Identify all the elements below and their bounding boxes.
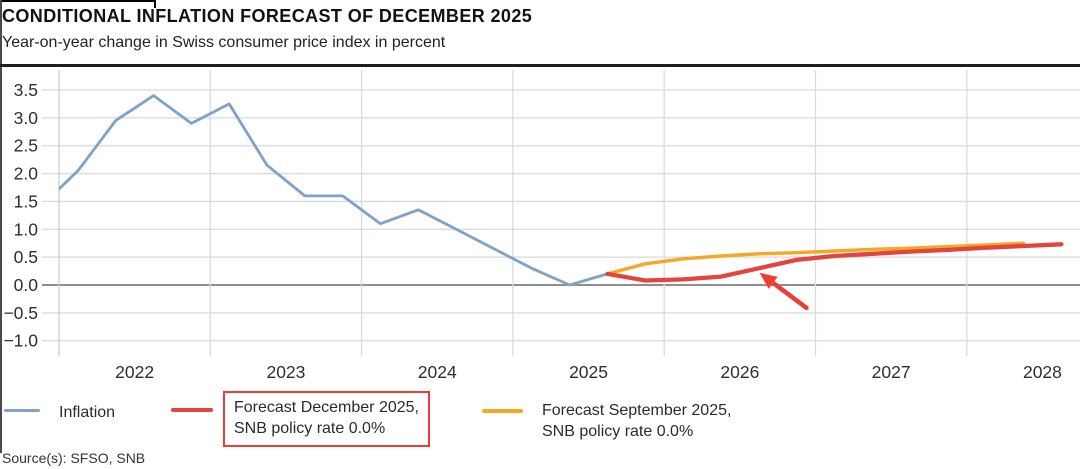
top-border-corner — [154, 0, 156, 8]
y-tick-label: 3.5 — [14, 80, 38, 100]
forecast-september-legend-label: Forecast September 2025, SNB policy rate… — [542, 400, 731, 442]
y-tick-label: 2.5 — [14, 136, 38, 156]
left-border-fragment — [0, 0, 2, 453]
inflation-line — [59, 94, 609, 287]
x-tick-label: 2026 — [720, 362, 759, 382]
y-tick-label: 1.0 — [14, 219, 39, 239]
y-tick-label: 0.5 — [14, 247, 38, 267]
forecast-december-highlight-box: Forecast December 2025, SNB policy rate … — [223, 391, 430, 447]
x-tick-label: 2025 — [569, 362, 608, 382]
annotation-arrow — [759, 272, 809, 311]
forecast-december-legend-swatch — [171, 408, 213, 412]
forecast-december-legend-label-line2: SNB policy rate 0.0% — [234, 420, 386, 437]
forecast-september-legend-label-line2: SNB policy rate 0.0% — [542, 423, 694, 440]
y-tick-label: 3.0 — [14, 108, 39, 128]
annotation-arrow-shaft — [770, 280, 809, 311]
header-divider — [0, 64, 1080, 67]
x-tick-label: 2027 — [872, 362, 911, 382]
forecast-september-2025-line — [605, 241, 1026, 276]
page-subtitle: Year-on-year change in Swiss consumer pr… — [2, 34, 446, 51]
annotation-arrowhead — [759, 272, 778, 289]
y-tick-label: −0.5 — [3, 303, 38, 323]
forecast-september-legend-swatch — [482, 409, 523, 413]
source-note: Source(s): SFSO, SNB — [2, 450, 146, 466]
y-tick-label: 2.0 — [14, 164, 39, 184]
forecast-december-2025-line — [605, 242, 1064, 283]
y-tick-label: 0.0 — [14, 275, 39, 295]
inflation-legend-label: Inflation — [59, 404, 116, 421]
y-tick-label: 1.5 — [14, 191, 38, 211]
top-border-fragment — [0, 0, 156, 2]
x-tick-label: 2022 — [115, 362, 154, 382]
x-tick-label: 2028 — [1023, 362, 1062, 382]
inflation-legend-swatch — [4, 409, 40, 412]
forecast-september-legend-label-line1: Forecast September 2025, — [542, 402, 732, 419]
x-tick-label: 2024 — [418, 362, 457, 382]
y-tick-label: −1.0 — [3, 331, 38, 351]
forecast-december-legend-label-line1: Forecast December 2025, — [234, 399, 419, 416]
page-title: CONDITIONAL INFLATION FORECAST OF DECEMB… — [2, 6, 533, 26]
x-tick-label: 2023 — [266, 362, 305, 382]
